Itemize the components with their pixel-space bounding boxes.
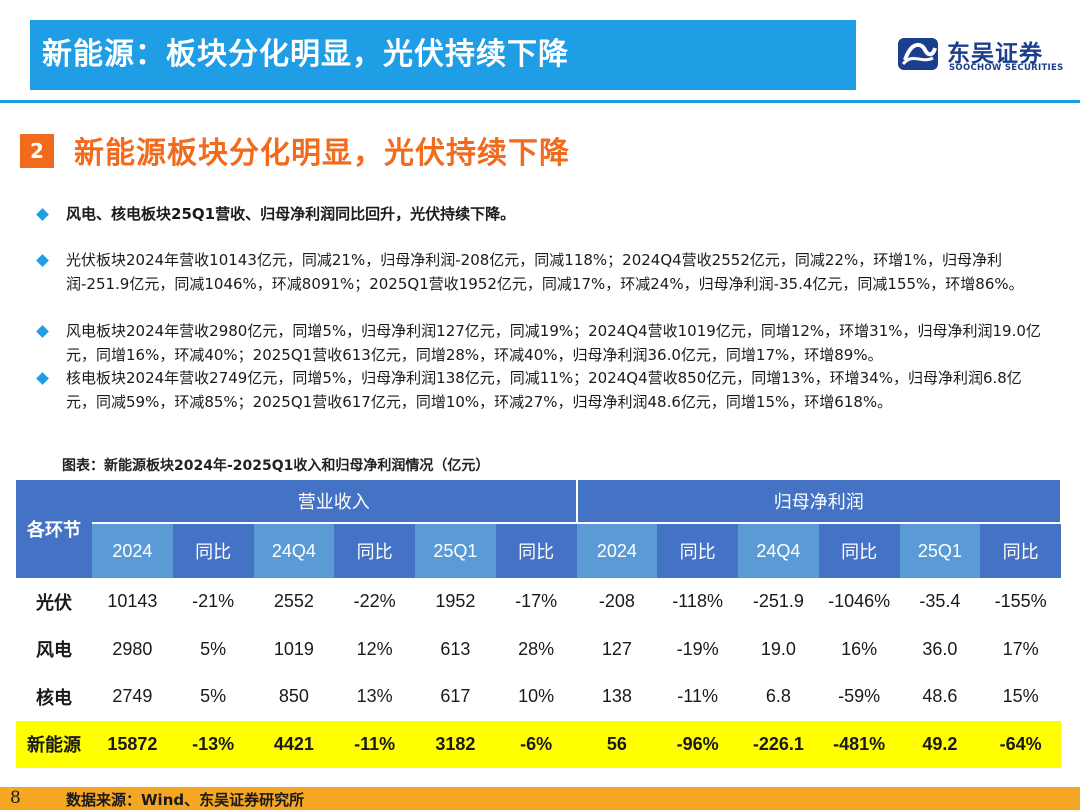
table-cell: 1952 bbox=[435, 591, 476, 612]
table-row: 风电 2980 5% 1019 12% 613 28% 127 -19% 19.… bbox=[16, 626, 1061, 674]
table-cell: -155% bbox=[994, 591, 1047, 612]
table-cell: 2552 bbox=[273, 591, 314, 612]
table-cell: -19% bbox=[676, 638, 719, 659]
table-cell: 5% bbox=[200, 686, 227, 707]
bullet-text: 核电板块2024年营收2749亿元，同增5%，归母净利润138亿元，同减11%；… bbox=[66, 369, 1022, 411]
table-cell: -208 bbox=[598, 591, 635, 612]
table-cell: 2749 bbox=[112, 686, 153, 707]
table-total-row: 新能源 15872 -13% 4421 -11% 3182 -6% 56 -96… bbox=[16, 720, 1061, 768]
table-cell: 49.2 bbox=[899, 720, 981, 768]
column-header: 同比 bbox=[495, 522, 577, 578]
column-header: 同比 bbox=[334, 522, 415, 578]
column-header: 25Q1 bbox=[415, 522, 496, 578]
table-cell: 10143 bbox=[107, 591, 158, 612]
table-cell: 16% bbox=[841, 638, 878, 659]
table-cell: 28% bbox=[518, 638, 555, 659]
table-cell: 17% bbox=[1002, 638, 1039, 659]
group-header-revenue: 营业收入 bbox=[92, 480, 578, 523]
table-cell: -35.4 bbox=[919, 591, 961, 612]
table-cell: -59% bbox=[838, 686, 881, 707]
table-cell: 6.8 bbox=[765, 686, 791, 707]
data-source-note: 数据来源：Wind、东吴证券研究所 bbox=[66, 791, 305, 809]
table-cell: 1019 bbox=[273, 638, 314, 659]
group-header-net-profit: 归母净利润 bbox=[576, 480, 1062, 523]
column-header: 同比 bbox=[172, 522, 254, 578]
table-cell: 15% bbox=[1002, 686, 1039, 707]
table-cell: -22% bbox=[353, 591, 396, 612]
table-cell: 36.0 bbox=[922, 638, 958, 659]
column-header: 同比 bbox=[657, 522, 738, 578]
soochow-logo-icon bbox=[898, 38, 938, 70]
table-cell: -96% bbox=[657, 720, 738, 768]
section-title: 新能源板块分化明显，光伏持续下降 bbox=[74, 136, 570, 171]
logo-chinese-name: 东吴证券 bbox=[947, 41, 1043, 67]
table-cell: 5% bbox=[200, 638, 227, 659]
table-cell: -1046% bbox=[828, 591, 891, 612]
column-header: 同比 bbox=[980, 522, 1061, 578]
bullet-text: 风电、核电板块25Q1营收、归母净利润同比回升，光伏持续下降。 bbox=[66, 205, 516, 223]
bullet-text: 光伏板块2024年营收10143亿元，同减21%，归母净利润-208亿元，同减1… bbox=[66, 251, 1024, 293]
table-caption: 图表：新能源板块2024年-2025Q1收入和归母净利润情况（亿元） bbox=[62, 458, 490, 474]
table-cell: -226.1 bbox=[738, 720, 819, 768]
row-label: 风电 bbox=[36, 640, 72, 662]
table-cell: 613 bbox=[440, 638, 471, 659]
table-cell: 4421 bbox=[253, 720, 335, 768]
table-cell: -118% bbox=[672, 591, 723, 612]
table-cell: -251.9 bbox=[752, 591, 804, 612]
row-label: 核电 bbox=[36, 687, 72, 709]
table-row: 光伏 10143 -21% 2552 -22% 1952 -17% -208 -… bbox=[16, 578, 1061, 626]
table-cell: -13% bbox=[172, 720, 254, 768]
bullet-text: 风电板块2024年营收2980亿元，同增5%，归母净利润127亿元，同减19%；… bbox=[66, 322, 1041, 364]
table-cell: 13% bbox=[356, 686, 393, 707]
column-header: 24Q4 bbox=[738, 522, 819, 578]
table-cell: 3182 bbox=[415, 720, 496, 768]
table-cell: 10% bbox=[518, 686, 555, 707]
logo-english-name: SOOCHOW SECURITIES bbox=[949, 63, 1064, 73]
table-cell: 48.6 bbox=[922, 686, 958, 707]
column-header: 25Q1 bbox=[899, 522, 981, 578]
table-cell: -17% bbox=[515, 591, 558, 612]
column-header: 2024 bbox=[576, 522, 658, 578]
section-number-badge: 2 bbox=[20, 134, 54, 168]
page-header-title: 新能源：板块分化明显，光伏持续下降 bbox=[30, 20, 856, 90]
column-header: 同比 bbox=[818, 522, 900, 578]
table-cell: -6% bbox=[495, 720, 577, 768]
table-cell: 2980 bbox=[112, 638, 153, 659]
row-label: 光伏 bbox=[36, 592, 72, 614]
page-number: 8 bbox=[10, 788, 21, 808]
table-row: 核电 2749 5% 850 13% 617 10% 138 -11% 6.8 … bbox=[16, 673, 1061, 721]
table-cell: 127 bbox=[601, 638, 632, 659]
table-cell: -64% bbox=[980, 720, 1061, 768]
bullet-item: 风电板块2024年营收2980亿元，同增5%，归母净利润127亿元，同减19%；… bbox=[36, 320, 1048, 367]
column-header: 2024 bbox=[92, 522, 173, 578]
company-logo: 东吴证券 SOOCHOW SECURITIES bbox=[897, 34, 1067, 74]
bullet-item: 核电板块2024年营收2749亿元，同增5%，归母净利润138亿元，同减11%；… bbox=[36, 367, 1048, 414]
column-header: 24Q4 bbox=[253, 522, 335, 578]
header-divider bbox=[0, 100, 1080, 103]
table-cell: -11% bbox=[677, 686, 718, 707]
table-cell: 15872 bbox=[92, 720, 173, 768]
footer-bar bbox=[0, 787, 1080, 810]
table-cell: 56 bbox=[576, 720, 658, 768]
bullet-item: 光伏板块2024年营收10143亿元，同减21%，归母净利润-208亿元，同减1… bbox=[36, 249, 1048, 296]
table-cell: -21% bbox=[192, 591, 235, 612]
table-cell: 12% bbox=[356, 638, 393, 659]
table-cell: -11% bbox=[334, 720, 415, 768]
financial-data-table: 各环节 营业收入 归母净利润 2024 同比 24Q4 同比 25Q1 同比 2… bbox=[16, 480, 1062, 768]
table-cell: 617 bbox=[440, 686, 471, 707]
table-corner-header: 各环节 bbox=[16, 480, 92, 578]
table-cell: 19.0 bbox=[760, 638, 796, 659]
table-cell: 850 bbox=[278, 686, 309, 707]
bullet-item: 风电、核电板块25Q1营收、归母净利润同比回升，光伏持续下降。 bbox=[36, 203, 1048, 227]
row-label: 新能源 bbox=[16, 720, 92, 768]
table-cell: 138 bbox=[601, 686, 632, 707]
table-cell: -481% bbox=[818, 720, 900, 768]
